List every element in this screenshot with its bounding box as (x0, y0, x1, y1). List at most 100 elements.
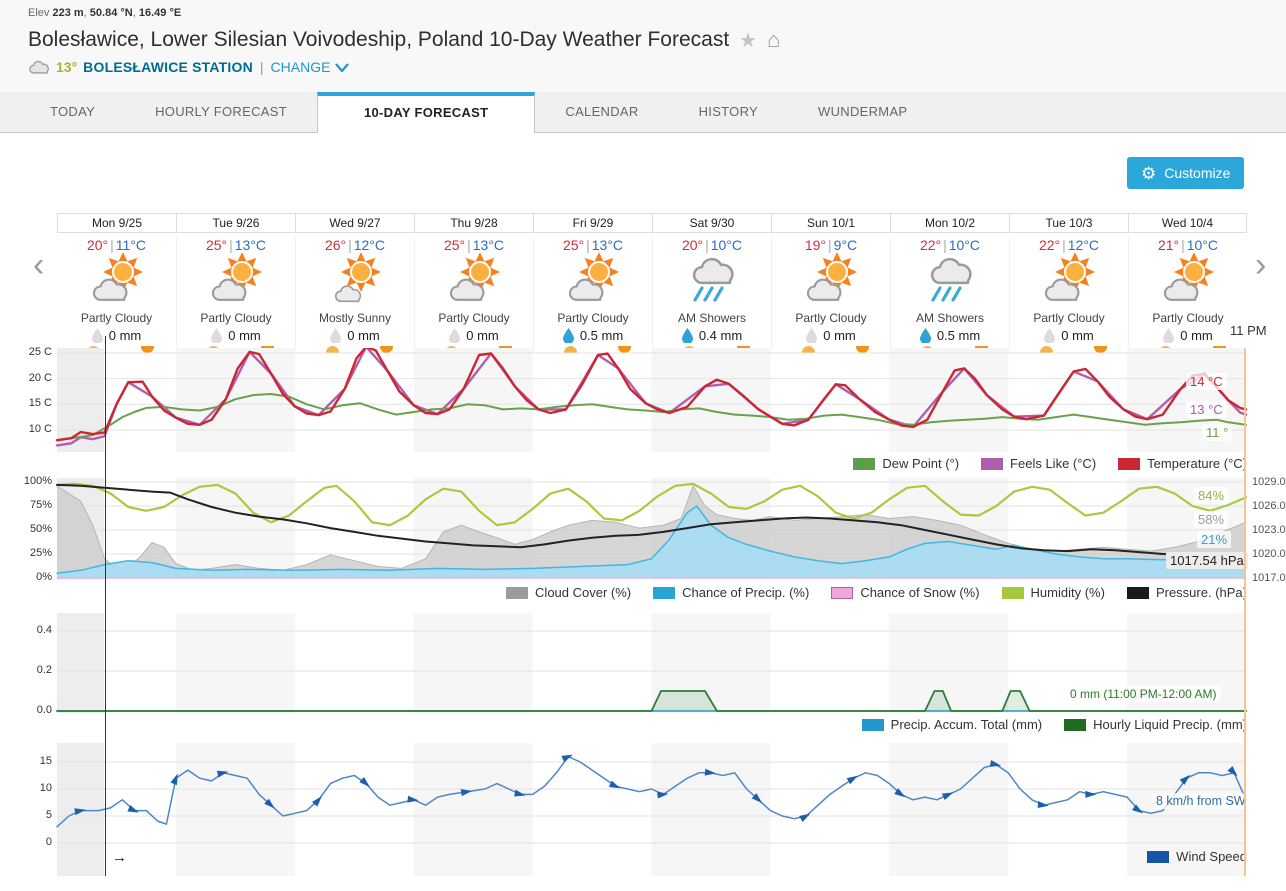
low-temp: 13°C (472, 237, 505, 253)
legend-item-feels-like-c-[interactable]: Feels Like (°C) (981, 456, 1096, 471)
chart-value-label: 11 ° (1202, 424, 1233, 441)
precip-droplet-icon (330, 328, 342, 343)
y-axis-tick: 75% (29, 499, 52, 511)
legend-wind-chart: Wind Speed (1147, 849, 1247, 864)
low-temp: 10°C (1186, 237, 1219, 253)
home-icon[interactable]: ⌂ (767, 27, 781, 52)
station-cloud-icon (29, 60, 49, 74)
precip-amount: 0.4 mm (698, 328, 743, 343)
condition-label: AM Showers (915, 311, 985, 325)
y-axis-tick: 5 (45, 809, 52, 821)
forecast-day-8[interactable]: Mon 10/2 22° | 10°C AM Showers 0.5 mm (890, 213, 1009, 353)
legend-item-humidity-[interactable]: Humidity (%) (1001, 585, 1105, 600)
sunset-icon (380, 346, 393, 353)
forecast-day-2[interactable]: Tue 9/26 25° | 13°C Partly Cloudy 0 mm (176, 213, 295, 353)
temperature-chart[interactable] (0, 348, 1286, 452)
tab-10-day-forecast[interactable]: 10-DAY FORECAST (316, 92, 536, 133)
legend-item-precip-accum-total-mm-[interactable]: Precip. Accum. Total (mm) (861, 717, 1042, 732)
forecast-day-1[interactable]: Mon 9/25 20° | 11°C Partly Cloudy 0 mm (57, 213, 176, 353)
cloud-precip-humidity-pressure-chart[interactable] (0, 478, 1286, 580)
condition-label: AM Showers (677, 311, 747, 325)
y-axis-tick: 0.4 (36, 624, 52, 636)
y-axis-tick: 100% (23, 475, 52, 487)
precip-droplet-icon (1044, 328, 1056, 343)
legend-label: Wind Speed (1176, 849, 1247, 864)
precip-droplet-icon (211, 328, 223, 343)
main-tab-bar: TODAY HOURLY FORECAST 10-DAY FORECAST CALEN… (0, 92, 1286, 133)
high-temp: 26° (324, 237, 347, 253)
legend-item-pressure-hpa-[interactable]: Pressure. (hPa) (1126, 585, 1247, 600)
am-showers-icon (692, 257, 734, 302)
day-date: Wed 10/4 (1128, 213, 1247, 233)
tab-wundermap[interactable]: WUNDERMAP (818, 104, 908, 119)
forecast-day-4[interactable]: Thu 9/28 25° | 13°C Partly Cloudy 0 mm (414, 213, 533, 353)
legend-label: Temperature (°C) (1147, 456, 1247, 471)
forecast-day-7[interactable]: Sun 10/1 19° | 9°C Partly Cloudy 0 mm (771, 213, 890, 353)
forecast-day-3[interactable]: Wed 9/27 26° | 12°C Mostly Sunny 0 mm (295, 213, 414, 353)
forecast-day-5[interactable]: Fri 9/29 25° | 13°C Partly Cloudy 0.5 mm (533, 213, 652, 353)
legend-item-chance-of-precip-[interactable]: Chance of Precip. (%) (653, 585, 809, 600)
high-temp: 22° (1038, 237, 1061, 253)
precip-amount: 0 mm (823, 328, 856, 343)
partly-cloudy-icon (1163, 252, 1214, 301)
hover-cursor[interactable] (1244, 348, 1246, 876)
tab-hourly-forecast[interactable]: HOURLY FORECAST (155, 104, 287, 119)
series-humidity- (55, 482, 1248, 527)
day-date: Sun 10/1 (771, 213, 890, 233)
location-coordinates: Elev 223 m, 50.84 °N, 16.49 °E (28, 7, 182, 19)
tab-calendar[interactable]: CALENDAR (565, 104, 639, 119)
tab-today[interactable]: TODAY (50, 104, 96, 119)
tab-history[interactable]: HISTORY (698, 104, 759, 119)
chart-value-label: 13 °C (1186, 401, 1227, 418)
legend-item-wind-speed[interactable]: Wind Speed (1147, 849, 1247, 864)
customize-button[interactable]: ⚙ Customize (1127, 157, 1245, 189)
day-date: Thu 9/28 (414, 213, 533, 233)
precipitation-chart[interactable] (0, 613, 1286, 713)
high-temp: 20° (681, 237, 704, 253)
low-temp: 10°C (710, 237, 743, 253)
series-cloud-cover- (56, 485, 1247, 571)
legend-item-chance-of-snow-[interactable]: Chance of Snow (%) (831, 585, 980, 600)
right-y-axis-tick: 1017.00 (1252, 572, 1286, 584)
legend-item-dew-point-[interactable]: Dew Point (°) (853, 456, 959, 471)
precip-amount: 0 mm (108, 328, 142, 343)
y-axis-tick: 20 C (28, 371, 52, 384)
sunset-icon (856, 346, 869, 353)
condition-label: Partly Cloudy (1033, 311, 1105, 325)
legend-item-temperature-c-[interactable]: Temperature (°C) (1118, 456, 1247, 471)
sunset-icon (1094, 346, 1107, 353)
page-header: Elev 223 m, 50.84 °N, 16.49 °E Bolesławi… (0, 0, 1286, 92)
carousel-prev-button[interactable]: ‹ (33, 246, 45, 284)
precip-amount: 0.5 mm (579, 328, 624, 343)
chart-value-label: 84% (1194, 487, 1229, 504)
forecast-day-6[interactable]: Sat 9/30 20° | 10°C AM Showers 0.4 mm (652, 213, 771, 353)
current-time-cursor (105, 336, 106, 876)
customize-label: Customize (1164, 165, 1231, 181)
legend-label: Dew Point (°) (882, 456, 960, 471)
precip-droplet-icon (1163, 328, 1175, 343)
y-axis-tick: 10 C (28, 422, 52, 435)
am-showers-icon (930, 257, 972, 302)
carousel-next-button[interactable]: › (1255, 246, 1267, 284)
station-name-link[interactable]: BOLESŁAWICE STATION (83, 59, 253, 75)
low-temp: 13°C (591, 237, 624, 253)
chart-value-label: 8 km/h from SW (1152, 793, 1250, 809)
partly-cloudy-icon (92, 252, 143, 301)
forecast-day-9[interactable]: Tue 10/3 22° | 12°C Partly Cloudy 0 mm (1009, 213, 1128, 353)
legend-item-hourly-liquid-precip-mm-[interactable]: Hourly Liquid Precip. (mm) (1064, 717, 1247, 732)
wind-chart[interactable] (0, 743, 1286, 876)
low-temp: 12°C (1067, 237, 1100, 253)
station-separator: | (259, 59, 264, 75)
forecast-day-10[interactable]: Wed 10/4 21° | 10°C Partly Cloudy 0 mm (1128, 213, 1247, 353)
condition-label: Partly Cloudy (557, 311, 629, 325)
favorite-star-icon[interactable]: ★ (739, 30, 758, 52)
day-date: Wed 9/27 (295, 213, 414, 233)
high-temp: 22° (919, 237, 942, 253)
legend-swatch-icon (1118, 457, 1141, 470)
station-temperature: 13° (56, 59, 78, 75)
y-axis-tick: 0 (45, 836, 52, 848)
day-date: Tue 10/3 (1009, 213, 1128, 233)
legend-item-cloud-cover-[interactable]: Cloud Cover (%) (506, 585, 631, 600)
chevron-down-icon[interactable] (335, 62, 350, 72)
station-change-button[interactable]: CHANGE (270, 59, 331, 75)
